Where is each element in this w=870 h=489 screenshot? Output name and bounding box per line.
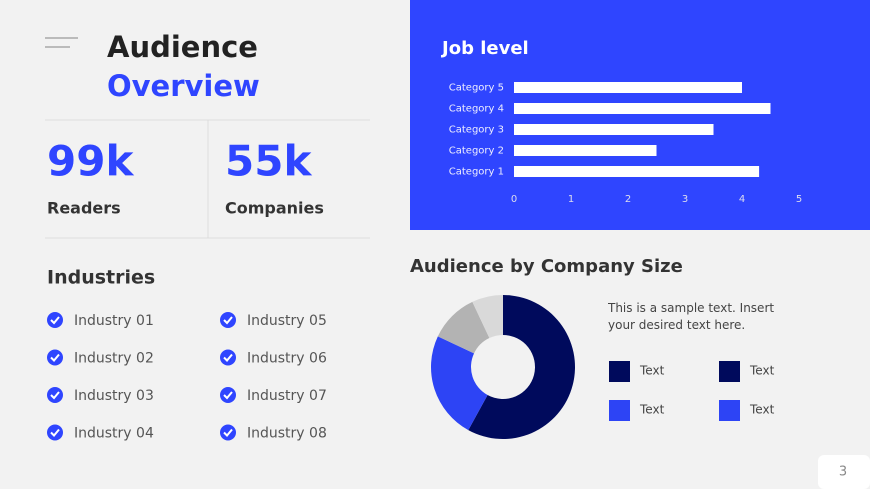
check-mark [223,353,233,362]
stat-label: Companies [225,199,324,218]
check-mark [223,391,233,400]
y-tick-label: Category 2 [449,146,504,157]
legend-label: Text [749,364,775,378]
bar [514,145,657,156]
industry-item: Industry 07 [247,388,327,404]
legend-label: Text [639,403,665,417]
section-title: Industries [47,267,155,289]
pie-slice [431,336,488,431]
pie-slice [472,295,503,339]
check-icon [47,387,63,403]
check-mark [50,316,60,325]
bar [514,166,760,177]
check-icon [47,349,63,366]
x-tick-label: 1 [568,194,574,205]
legend-swatch [609,400,630,421]
legend-swatch [609,361,630,382]
title: Audience [107,30,258,64]
bar [514,103,771,114]
chart-title: Job level [440,38,529,59]
pie-slice [468,295,575,440]
y-tick-label: Category 5 [449,83,504,94]
x-tick-label: 2 [625,194,631,205]
check-mark [50,391,60,400]
pie-slice [437,301,490,354]
check-icon [220,424,236,441]
check-icon [47,424,63,441]
check-icon [220,349,236,366]
legend-label: Text [639,364,665,378]
page-number: 3 [839,465,847,480]
check-mark [223,316,233,325]
stat-value: 55k [225,137,312,186]
y-tick-label: Category 3 [449,125,504,136]
industry-item: Industry 08 [247,426,327,442]
industry-item: Industry 05 [247,313,327,329]
y-tick-label: Category 1 [449,167,504,178]
bar-panel [410,0,870,230]
check-mark [50,353,60,362]
description: This is a sample text. Insert your desir… [608,301,775,332]
stat-value: 99k [47,137,134,186]
description-box: This is a sample text. Insert your desir… [608,301,775,332]
industry-item: Industry 01 [74,313,154,329]
stat-label: Readers [47,199,121,218]
check-icon [47,312,63,328]
check-icon [220,312,236,328]
page-number-box [818,455,870,489]
x-tick-label: 0 [511,194,517,205]
bar [514,124,714,135]
x-tick-label: 3 [682,194,688,205]
subtitle: Overview [107,69,260,103]
industry-item: Industry 06 [247,351,327,367]
x-tick-label: 5 [796,194,802,205]
bar [514,82,742,93]
chart-title: Audience by Company Size [410,256,683,277]
legend-label: Text [749,403,775,417]
check-icon [220,387,236,403]
industry-item: Industry 03 [74,388,154,404]
industry-item: Industry 04 [74,426,154,442]
y-tick-label: Category 4 [449,104,504,115]
x-tick-label: 4 [739,194,745,205]
check-mark [50,428,60,437]
industry-item: Industry 02 [74,351,154,367]
legend-swatch [719,361,740,382]
legend-swatch [719,400,740,421]
check-mark [223,428,233,437]
